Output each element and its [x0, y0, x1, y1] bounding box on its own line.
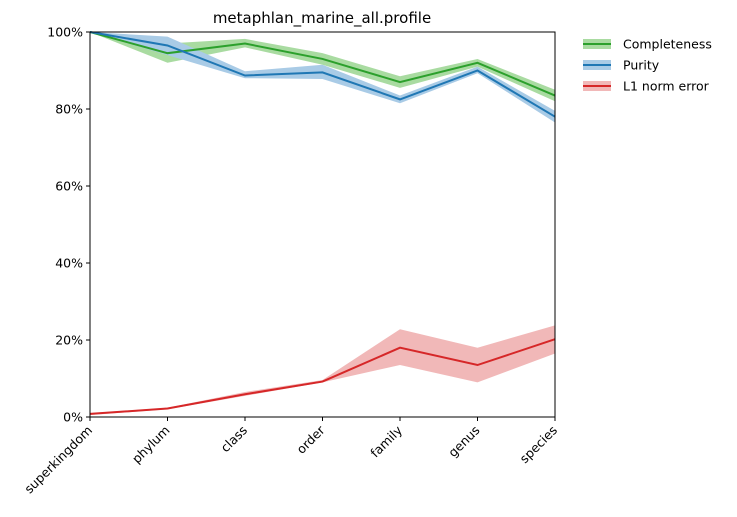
y-tick-label: 80% [55, 102, 83, 117]
x-tick-label: class [218, 423, 251, 456]
chart-title: metaphlan_marine_all.profile [213, 9, 431, 28]
x-tick-label: family [367, 422, 405, 460]
legend-label: Purity [623, 58, 660, 73]
legend-label: L1 norm error [623, 79, 710, 94]
band-series-2 [90, 325, 555, 416]
y-tick-label: 0% [63, 410, 83, 425]
line-series-1 [89, 31, 556, 118]
line-series-0 [89, 31, 556, 97]
y-axis: 0% 20% 40% 60% 80% 100% [47, 25, 90, 425]
x-tick-label: order [293, 422, 328, 457]
line-series-2 [89, 338, 556, 415]
x-tick-label: phylum [129, 423, 173, 467]
x-tick-label: species [517, 423, 561, 467]
legend: Completeness Purity L1 norm error [583, 37, 712, 94]
series-lines [89, 31, 556, 415]
legend-label: Completeness [623, 37, 712, 52]
band-series-1 [90, 32, 555, 123]
y-tick-label: 40% [55, 256, 83, 271]
x-axis: superkingdom phylum class order family genus s… [21, 417, 560, 496]
x-tick-label: superkingdom [21, 423, 95, 497]
y-tick-label: 60% [55, 179, 83, 194]
y-tick-label: 100% [47, 25, 83, 40]
confidence-bands [90, 32, 555, 416]
x-tick-label: genus [445, 423, 482, 460]
y-tick-label: 20% [55, 333, 83, 348]
